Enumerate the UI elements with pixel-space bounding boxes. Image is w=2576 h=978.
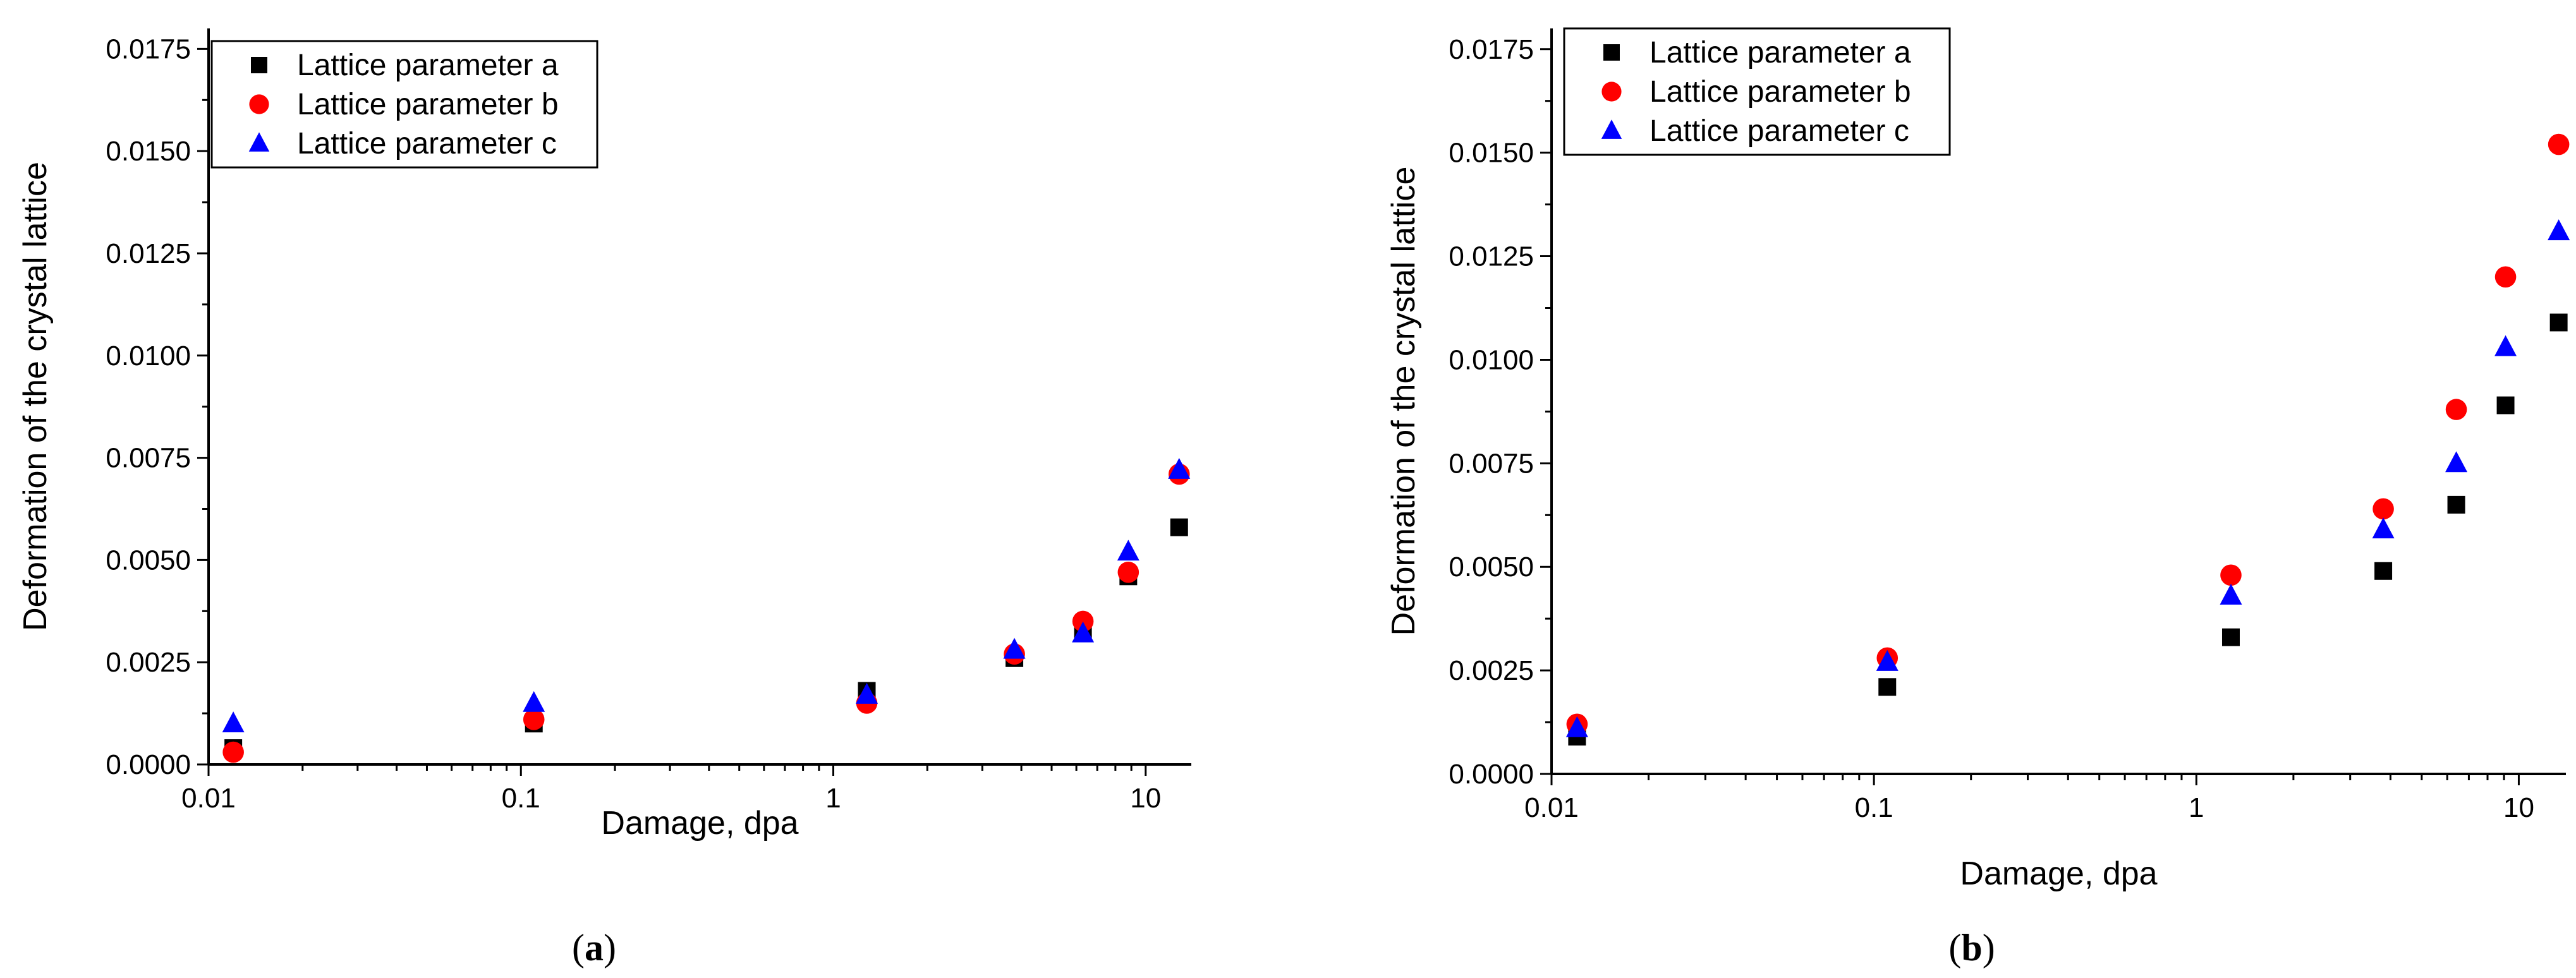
y-tick-label: 0.0150 — [1449, 138, 1534, 169]
x-tick-label: 10 — [1130, 783, 1161, 814]
data-point — [2548, 219, 2570, 241]
data-point — [2220, 564, 2242, 586]
data-point — [1072, 610, 1094, 632]
data-point — [2549, 313, 2568, 332]
y-tick-label: 0.0050 — [106, 545, 191, 576]
y-tick-label: 0.0100 — [1449, 344, 1534, 375]
legend-marker — [248, 132, 270, 152]
legend-marker — [251, 57, 267, 73]
data-point — [2445, 399, 2467, 420]
x-tick-label: 10 — [2503, 792, 2534, 823]
data-point — [1072, 621, 1095, 643]
legend-marker — [1603, 44, 1620, 61]
x-tick-label: 0.01 — [181, 783, 236, 814]
y-tick-label: 0.0175 — [1449, 34, 1534, 65]
data-point — [222, 711, 245, 733]
y-tick-label: 0.0125 — [106, 238, 191, 269]
series-square — [224, 518, 1188, 758]
data-point — [2374, 562, 2393, 580]
x-tick-label: 0.1 — [502, 783, 540, 814]
y-tick-label: 0.0175 — [106, 33, 191, 64]
legend-box — [1563, 27, 1951, 156]
y-axis-title: Deformation of the crystal lattice — [17, 162, 54, 631]
y-tick-label: 0.0150 — [106, 136, 191, 167]
data-point — [2447, 495, 2465, 514]
x-tick-label: 0.01 — [1524, 792, 1579, 823]
chart-panel-b: 0.0000 0.0025 0.0050 0.0075 0.0100 0.0125 0.01… — [1385, 27, 2570, 969]
legend-box — [210, 40, 598, 169]
y-tick-label: 0.0075 — [106, 443, 191, 474]
series-circle — [222, 463, 1190, 763]
data-point — [2221, 628, 2240, 646]
data-point — [2548, 133, 2570, 155]
data-point — [1876, 649, 1899, 671]
data-point — [222, 741, 244, 763]
data-point — [2494, 335, 2517, 356]
x-axis-title: Damage, dpa — [1960, 855, 2157, 892]
legend-marker — [1601, 119, 1622, 139]
data-point — [1003, 637, 1026, 659]
data-point — [1878, 678, 1897, 696]
series-circle — [1566, 133, 2570, 735]
y-tick-label: 0.0050 — [1449, 552, 1534, 583]
x-tick-label: 1 — [825, 783, 841, 814]
series-triangle — [222, 457, 1191, 733]
legend-label: Lattice parameter b — [1649, 75, 1911, 109]
legend-label: Lattice parameter c — [1649, 114, 1909, 148]
data-point — [1170, 518, 1188, 536]
legend-label: Lattice parameter c — [297, 127, 557, 160]
legend-marker — [1601, 82, 1622, 102]
data-point — [2496, 396, 2515, 414]
data-point — [2372, 517, 2395, 539]
legend-label: Lattice parameter a — [297, 49, 559, 82]
y-axis-title: Deformation of the crystal lattice — [1385, 167, 1422, 636]
y-tick-label: 0.0075 — [1449, 448, 1534, 479]
panel-caption: (b) — [1948, 927, 1995, 969]
data-point — [523, 709, 545, 730]
y-tick-label: 0.0000 — [1449, 759, 1534, 790]
series-triangle — [1565, 219, 2570, 737]
data-point — [856, 682, 878, 704]
y-tick-label: 0.0025 — [106, 647, 191, 678]
y-tick-label: 0.0025 — [1449, 655, 1534, 686]
data-point — [2372, 498, 2394, 520]
y-tick-label: 0.0000 — [106, 749, 191, 780]
series-square — [1568, 313, 2568, 746]
legend-label: Lattice parameter a — [1649, 36, 1911, 69]
data-point — [1117, 562, 1139, 583]
data-point — [1168, 457, 1191, 479]
data-point — [523, 691, 545, 712]
y-tick-label: 0.0125 — [1449, 241, 1534, 272]
legend-marker — [249, 94, 269, 114]
data-point — [1565, 716, 1588, 737]
panel-caption: (a) — [572, 927, 616, 969]
chart-panel-a: 0.0000 0.0025 0.0050 0.0075 0.0100 0.0125 0.01… — [17, 28, 1191, 969]
data-point — [2445, 451, 2468, 473]
x-axis-title: Damage, dpa — [601, 805, 798, 842]
legend-label: Lattice parameter b — [297, 88, 559, 121]
x-tick-label: 1 — [2189, 792, 2204, 823]
data-point — [2220, 584, 2242, 605]
y-tick-label: 0.0100 — [106, 341, 191, 371]
x-tick-label: 0.1 — [1855, 792, 1893, 823]
data-point — [1117, 540, 1139, 561]
data-point — [2494, 266, 2517, 288]
